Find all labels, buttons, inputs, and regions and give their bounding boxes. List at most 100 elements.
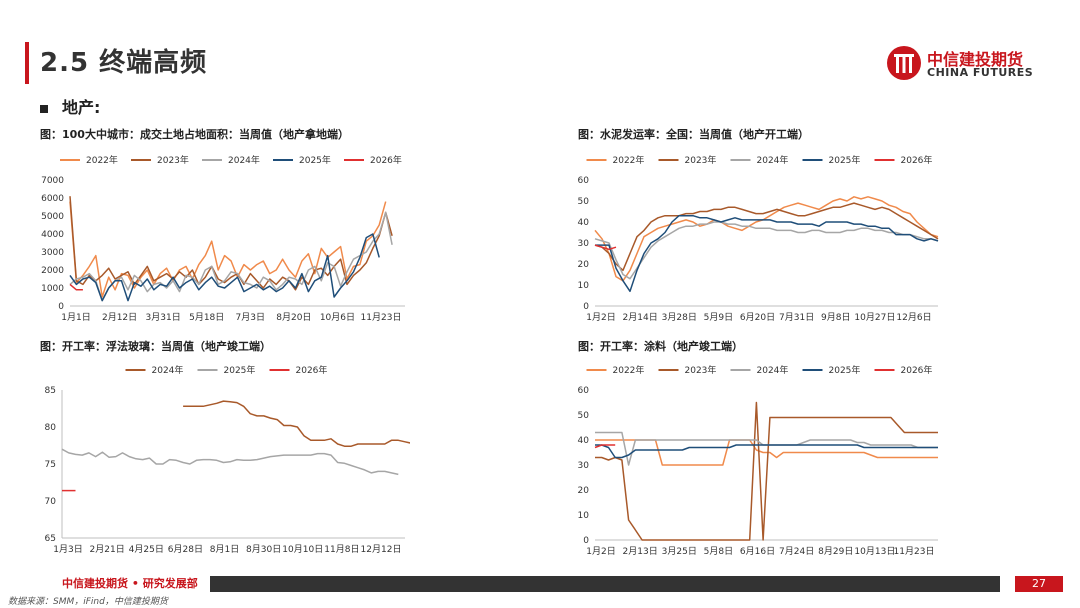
- legend-label: 2023年: [685, 154, 717, 166]
- x-tick-label: 7月24日: [779, 546, 814, 557]
- x-tick-label: 6月16日: [740, 546, 775, 557]
- y-tick-label: 10: [578, 511, 590, 521]
- y-tick-label: 0: [583, 536, 589, 546]
- x-tick-label: 10月13日: [854, 546, 895, 557]
- legend-item: 2026年: [269, 364, 327, 376]
- legend-label: 2024年: [228, 154, 260, 166]
- legend-item: 2025年: [273, 154, 331, 166]
- series-line-2025年: [595, 444, 938, 459]
- series-line-2023年: [595, 401, 938, 541]
- x-tick-label: 4月25日: [129, 544, 164, 555]
- y-tick-label: 0: [58, 302, 64, 312]
- x-tick-label: 7月31日: [779, 312, 814, 323]
- y-tick-label: 65: [45, 534, 56, 544]
- x-tick-label: 8月30日: [246, 544, 281, 555]
- x-tick-label: 2月21日: [90, 544, 125, 555]
- x-tick-label: 11月23日: [894, 546, 935, 557]
- page-number: 27: [1015, 576, 1063, 592]
- legend-label: 2025年: [299, 154, 331, 166]
- legend-item: 2023年: [658, 364, 717, 376]
- series-line-2022年: [594, 196, 939, 282]
- company-logo: 中信建投期货 CHINA FUTURES: [885, 44, 1065, 84]
- y-tick-label: 75: [45, 460, 56, 470]
- x-tick-label: 5月8日: [704, 546, 733, 557]
- logo-text-en: CHINA FUTURES: [927, 66, 1034, 79]
- x-tick-label: 2月13日: [623, 546, 658, 557]
- series-line-2024年: [183, 400, 410, 447]
- y-tick-label: 20: [578, 486, 590, 496]
- legend-item: 2025年: [802, 154, 861, 166]
- legend-label: 2026年: [901, 364, 933, 376]
- y-tick-label: 1000: [41, 284, 64, 294]
- legend-item: 2024年: [125, 364, 184, 376]
- bullet-square-icon: [40, 104, 48, 113]
- legend-label: 2024年: [757, 154, 789, 166]
- x-tick-label: 3月28日: [662, 312, 697, 323]
- y-tick-label: 60: [578, 386, 590, 396]
- legend-item: 2025年: [802, 364, 861, 376]
- x-tick-label: 6月28日: [168, 544, 203, 555]
- x-tick-label: 1月1日: [61, 312, 90, 323]
- chart-title-glass: 图：开工率：浮法玻璃：当周值（地产竣工端）: [40, 340, 271, 353]
- x-tick-label: 11月23日: [361, 312, 402, 323]
- y-tick-label: 80: [45, 423, 57, 433]
- chart-land: 0 1000 2000 3000 4000 5000 6000 7000 1月1日 2月12日 3月…: [41, 154, 405, 323]
- chart-paint: 0 10 20 30 40 50 60 1月2日 2月13日 3月25日 5月8日 6月16日 7月24…: [578, 364, 938, 557]
- x-tick-label: 9月8日: [821, 312, 850, 323]
- chart-title-paint: 图：开工率：涂料（地产竣工端）: [578, 340, 743, 353]
- x-tick-label: 8月1日: [210, 544, 239, 555]
- series-line-2022年: [595, 439, 938, 466]
- legend-label: 2025年: [829, 154, 861, 166]
- series-line-2022年: [69, 201, 387, 298]
- y-tick-label: 85: [45, 386, 56, 396]
- series-line-2025年: [61, 448, 399, 476]
- x-tick-label: 6月20日: [740, 312, 775, 323]
- legend-item: 2022年: [60, 154, 118, 166]
- legend-item: 2022年: [586, 364, 645, 376]
- legend-label: 2023年: [685, 364, 717, 376]
- x-tick-label: 11月8日: [324, 544, 359, 555]
- y-tick-label: 10: [578, 281, 590, 291]
- section-heading: 地产:: [40, 94, 100, 118]
- y-tick-label: 3000: [41, 248, 64, 258]
- legend-item: 2024年: [730, 154, 789, 166]
- legend-item: 2023年: [658, 154, 717, 166]
- legend-item: 2023年: [131, 154, 189, 166]
- title-accent-bar: [25, 42, 29, 84]
- series-line-2023年: [69, 196, 393, 291]
- y-tick-label: 7000: [41, 176, 64, 186]
- y-tick-label: 4000: [41, 230, 64, 240]
- x-tick-label: 5月9日: [704, 312, 733, 323]
- legend-item: 2022年: [586, 154, 645, 166]
- y-tick-label: 20: [578, 260, 590, 270]
- legend-item: 2026年: [344, 154, 402, 166]
- x-tick-label: 10月10日: [282, 544, 323, 555]
- logo-text-cn: 中信建投期货: [927, 50, 1024, 69]
- legend-label: 2022年: [613, 154, 645, 166]
- x-tick-label: 1月2日: [586, 312, 615, 323]
- series-line-2026年: [69, 283, 83, 291]
- y-tick-label: 50: [578, 197, 590, 207]
- legend-item: 2024年: [730, 364, 789, 376]
- y-tick-label: 30: [578, 239, 590, 249]
- x-tick-label: 1月2日: [586, 546, 615, 557]
- footer-bar: [210, 576, 1000, 592]
- legend-label: 2022年: [613, 364, 645, 376]
- legend-item: 2026年: [874, 154, 933, 166]
- legend-label: 2022年: [86, 154, 118, 166]
- x-tick-label: 2月14日: [623, 312, 658, 323]
- x-tick-label: 8月20日: [276, 312, 311, 323]
- legend-item: 2024年: [202, 154, 260, 166]
- legend-label: 2024年: [757, 364, 789, 376]
- legend-label: 2026年: [901, 154, 933, 166]
- series-line-2025年: [69, 233, 380, 302]
- legend-item: 2025年: [197, 364, 255, 376]
- x-tick-label: 5月18日: [189, 312, 224, 323]
- legend-item: 2026年: [874, 364, 933, 376]
- legend-label: 2025年: [829, 364, 861, 376]
- x-tick-label: 7月3日: [236, 312, 265, 323]
- series-line-2024年: [69, 211, 393, 302]
- x-tick-label: 10月6日: [320, 312, 355, 323]
- x-tick-label: 2月12日: [102, 312, 137, 323]
- legend-label: 2024年: [152, 364, 184, 376]
